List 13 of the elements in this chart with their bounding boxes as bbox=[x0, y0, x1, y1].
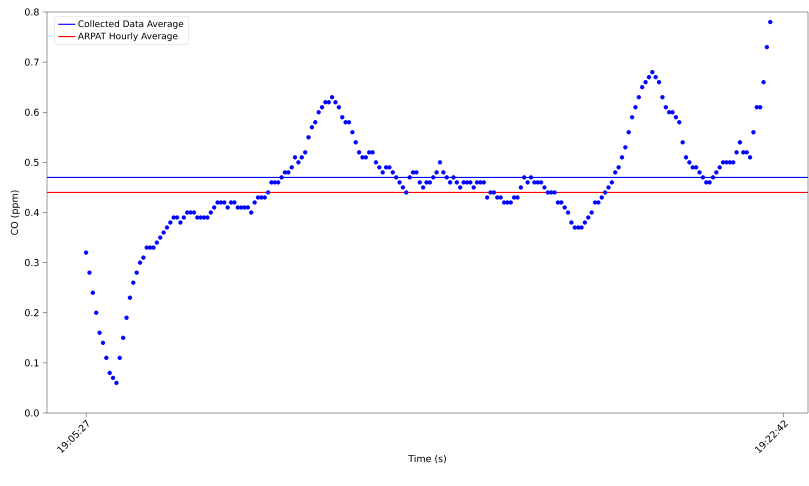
y-axis-title: CO (ppm) bbox=[10, 190, 20, 235]
x-axis-title: Time (s) bbox=[408, 454, 446, 464]
legend-label: Collected Data Average bbox=[78, 20, 184, 29]
y-tick-label: 0.4 bbox=[24, 208, 39, 216]
y-tick-label: 0.2 bbox=[24, 309, 38, 316]
y-tick-label: 0.6 bbox=[24, 108, 39, 116]
y-tick-label: 0.8 bbox=[24, 8, 39, 16]
legend-label: ARPAT Hourly Average bbox=[78, 32, 178, 42]
y-tick-label: 0.3 bbox=[24, 259, 39, 266]
y-tick-label: 0.0 bbox=[24, 409, 39, 417]
y-tick-label: 0.7 bbox=[24, 58, 39, 66]
y-tick-label: 0.1 bbox=[24, 359, 39, 366]
y-tick-label: 0.5 bbox=[24, 158, 39, 166]
